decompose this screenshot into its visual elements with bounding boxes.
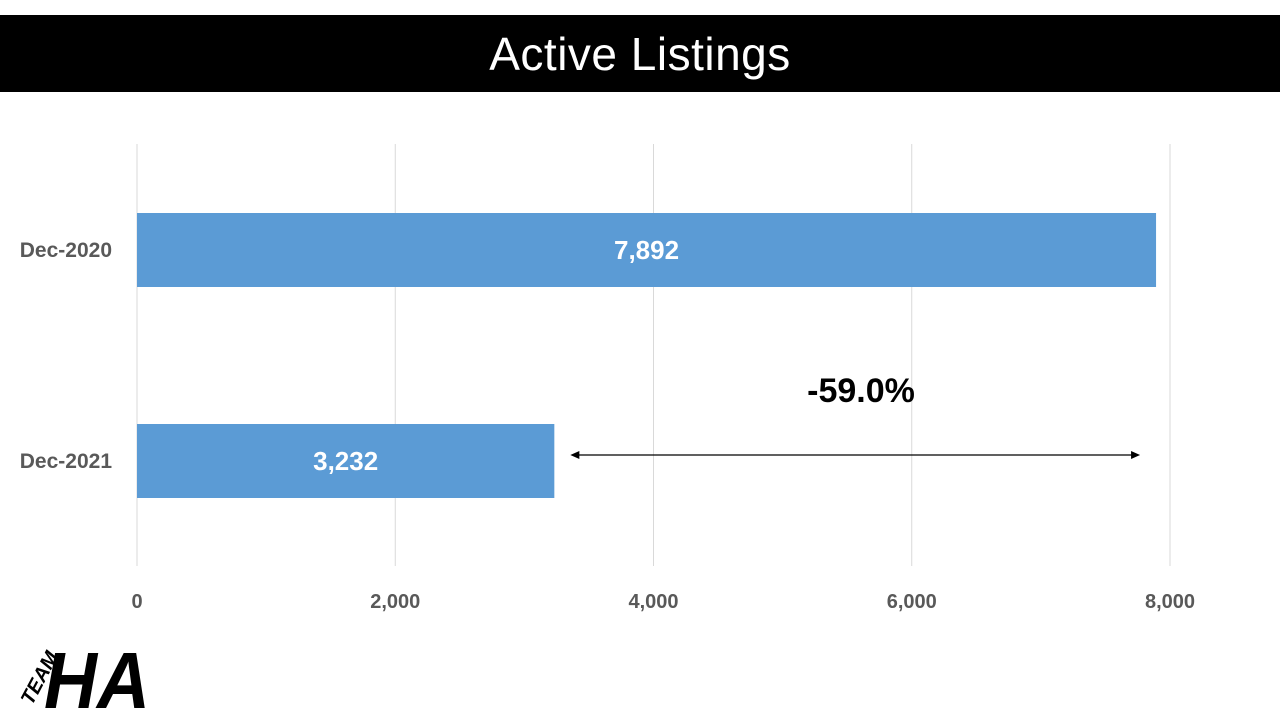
annotation-arrow-head-left — [570, 451, 580, 459]
data-label-1: 3,232 — [313, 446, 378, 476]
category-label-1: Dec-2021 — [20, 450, 113, 473]
category-label-0: Dec-2020 — [20, 239, 112, 262]
logo-ha-text: HA — [44, 636, 150, 708]
data-label-0: 7,892 — [614, 235, 679, 265]
x-tick-label-2: 4,000 — [628, 591, 678, 613]
team-ha-logo: TEAM HA — [17, 636, 150, 708]
annotation-arrow-head-right — [1131, 451, 1141, 459]
bar-1 — [137, 424, 555, 498]
page-title: Active Listings — [489, 27, 791, 80]
x-tick-label-4: 8,000 — [1145, 591, 1195, 613]
annotation-percent-change: -59.0% — [807, 372, 915, 410]
x-tick-label-0: 0 — [131, 591, 142, 613]
x-tick-label-1: 2,000 — [370, 591, 420, 613]
bar-0 — [137, 213, 1157, 287]
x-tick-label-3: 6,000 — [887, 591, 937, 613]
title-bar: Active Listings — [0, 15, 1280, 92]
